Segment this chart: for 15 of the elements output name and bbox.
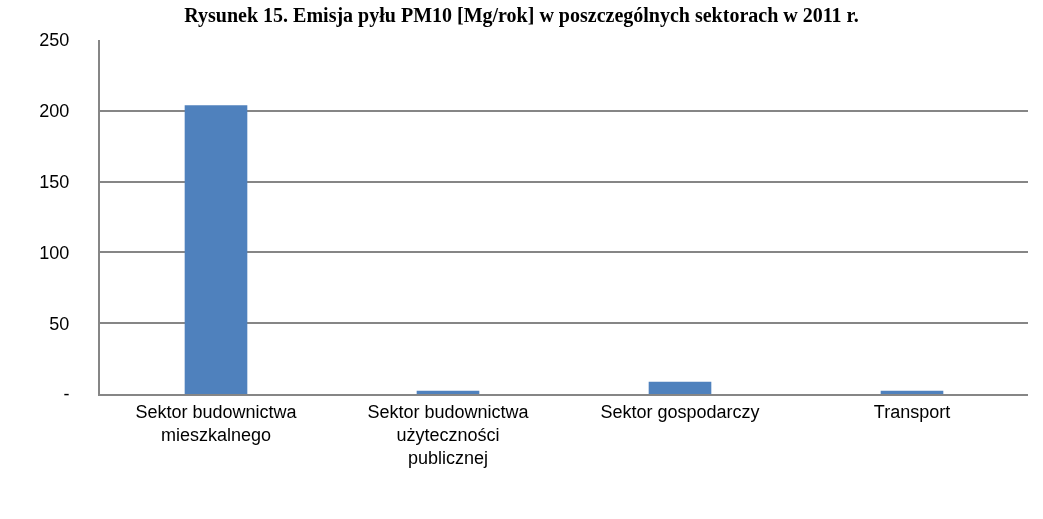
bar <box>648 381 712 394</box>
x-tick-label: Sektor gospodarczy <box>600 401 760 422</box>
bar <box>880 390 944 394</box>
x-tick-label: Sektor budownictwa mieszkalnego <box>135 401 298 445</box>
y-tick-label: - <box>63 384 70 405</box>
y-tick-label: 50 <box>49 313 70 334</box>
y-tick-label: 150 <box>39 171 70 192</box>
y-tick-label: 100 <box>39 242 70 263</box>
x-tick-label: Sektor budownictwa użyteczności publicznej <box>367 401 530 469</box>
y-tick-label: 250 <box>39 30 70 51</box>
bar <box>416 390 480 394</box>
chart-title: Rysunek 15. Emisja pyłu PM10 [Mg/rok] w poszczególnych sektorach w 2011 r. <box>184 3 859 27</box>
x-tick-label: Transport <box>873 401 951 422</box>
y-tick-label: 200 <box>39 101 70 122</box>
bar <box>184 105 248 394</box>
